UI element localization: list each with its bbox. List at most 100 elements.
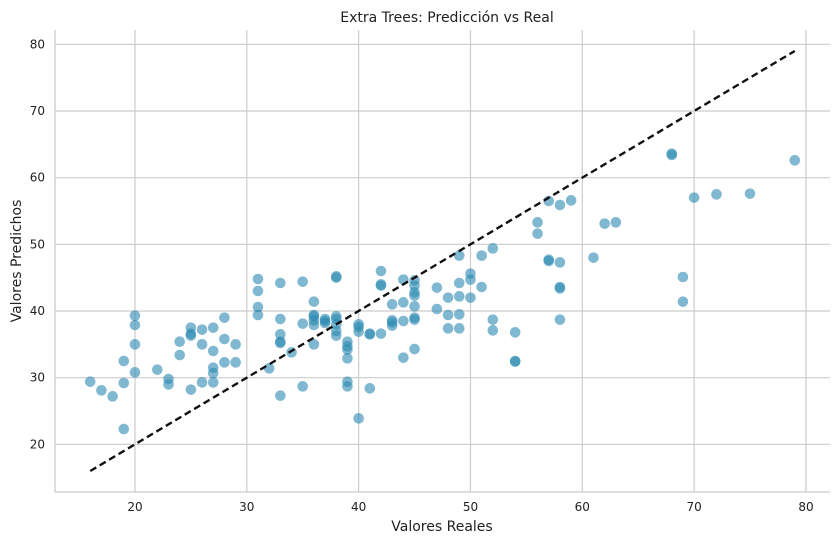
data-point (711, 189, 722, 200)
data-point (84, 376, 96, 387)
data-point (230, 339, 241, 350)
data-point (152, 364, 163, 375)
data-point (252, 309, 264, 321)
data-point (599, 218, 610, 229)
y-tick-label: 60 (30, 171, 45, 185)
data-point (207, 345, 219, 357)
data-point (554, 281, 566, 293)
data-point (308, 296, 320, 307)
data-point (487, 314, 499, 325)
data-point (453, 323, 465, 334)
data-point (96, 385, 107, 396)
data-point (375, 279, 387, 290)
data-point (386, 315, 398, 326)
data-point (219, 312, 230, 323)
data-point (666, 148, 678, 159)
data-point (308, 309, 320, 321)
x-tick-label: 20 (127, 500, 142, 514)
chart-title: Extra Trees: Predicción vs Real (340, 10, 553, 26)
data-point (453, 277, 465, 289)
data-point (554, 199, 566, 211)
data-point (442, 323, 454, 334)
grid-lines (55, 30, 830, 492)
data-point (252, 301, 264, 313)
identity-reference-line (89, 49, 796, 473)
y-tick-label: 20 (30, 437, 45, 451)
data-point (275, 336, 286, 347)
y-tick-label: 80 (30, 37, 45, 51)
data-point (196, 339, 208, 350)
data-point (342, 353, 353, 364)
data-point (431, 282, 443, 293)
data-point (409, 312, 420, 323)
y-tick-label: 40 (30, 304, 45, 318)
data-point (330, 311, 342, 322)
data-point (554, 314, 566, 325)
data-point (275, 329, 286, 340)
data-point (196, 324, 208, 335)
data-point (487, 243, 499, 254)
data-point (275, 313, 286, 325)
data-point (129, 319, 141, 331)
data-point (297, 381, 309, 392)
data-point (252, 285, 264, 297)
data-point (364, 328, 376, 339)
data-point (129, 310, 141, 321)
data-point (476, 281, 487, 293)
data-point (386, 299, 398, 310)
x-tick-label: 30 (239, 500, 254, 514)
data-point (275, 277, 286, 289)
data-point (107, 391, 118, 402)
data-point (185, 384, 197, 395)
data-point (565, 195, 577, 206)
data-point (532, 228, 543, 239)
y-tick-labels: 20 30 40 50 60 70 80 (30, 37, 45, 451)
data-point (509, 327, 521, 338)
data-point (342, 376, 353, 387)
data-point (129, 367, 141, 378)
data-point (118, 423, 130, 435)
data-point (185, 322, 197, 333)
y-tick-label: 50 (30, 237, 45, 251)
data-point (744, 188, 756, 199)
data-point (375, 328, 387, 339)
data-point (677, 296, 689, 307)
data-point (353, 319, 364, 330)
x-tick-label: 70 (686, 500, 701, 514)
data-point (453, 309, 465, 320)
x-tick-label: 40 (351, 500, 366, 514)
x-tick-labels: 20 30 40 50 60 70 80 (127, 500, 813, 514)
data-point (789, 155, 801, 166)
x-tick-label: 60 (575, 500, 590, 514)
data-point (330, 271, 342, 282)
data-point (465, 292, 476, 303)
data-point (677, 271, 689, 283)
data-point (543, 254, 555, 265)
y-tick-label: 70 (30, 104, 45, 118)
data-point (453, 291, 465, 302)
data-point (219, 333, 230, 345)
data-point (342, 336, 353, 347)
y-tick-label: 30 (30, 371, 45, 385)
data-point (353, 413, 364, 424)
data-point (118, 355, 130, 367)
data-point (554, 257, 566, 268)
data-point (174, 349, 185, 361)
data-point (364, 383, 376, 394)
data-point (129, 339, 141, 350)
data-point (688, 192, 700, 203)
data-point (409, 275, 420, 286)
data-point (163, 373, 174, 385)
data-point (532, 217, 543, 228)
scatter-points (84, 148, 801, 435)
x-axis-label: Valores Reales (391, 519, 492, 535)
x-tick-label: 50 (463, 500, 478, 514)
data-point (465, 268, 476, 279)
data-point (297, 276, 309, 287)
y-axis-label: Valores Predichos (9, 200, 25, 323)
data-point (431, 303, 443, 315)
data-point (487, 325, 499, 336)
data-point (275, 390, 286, 401)
